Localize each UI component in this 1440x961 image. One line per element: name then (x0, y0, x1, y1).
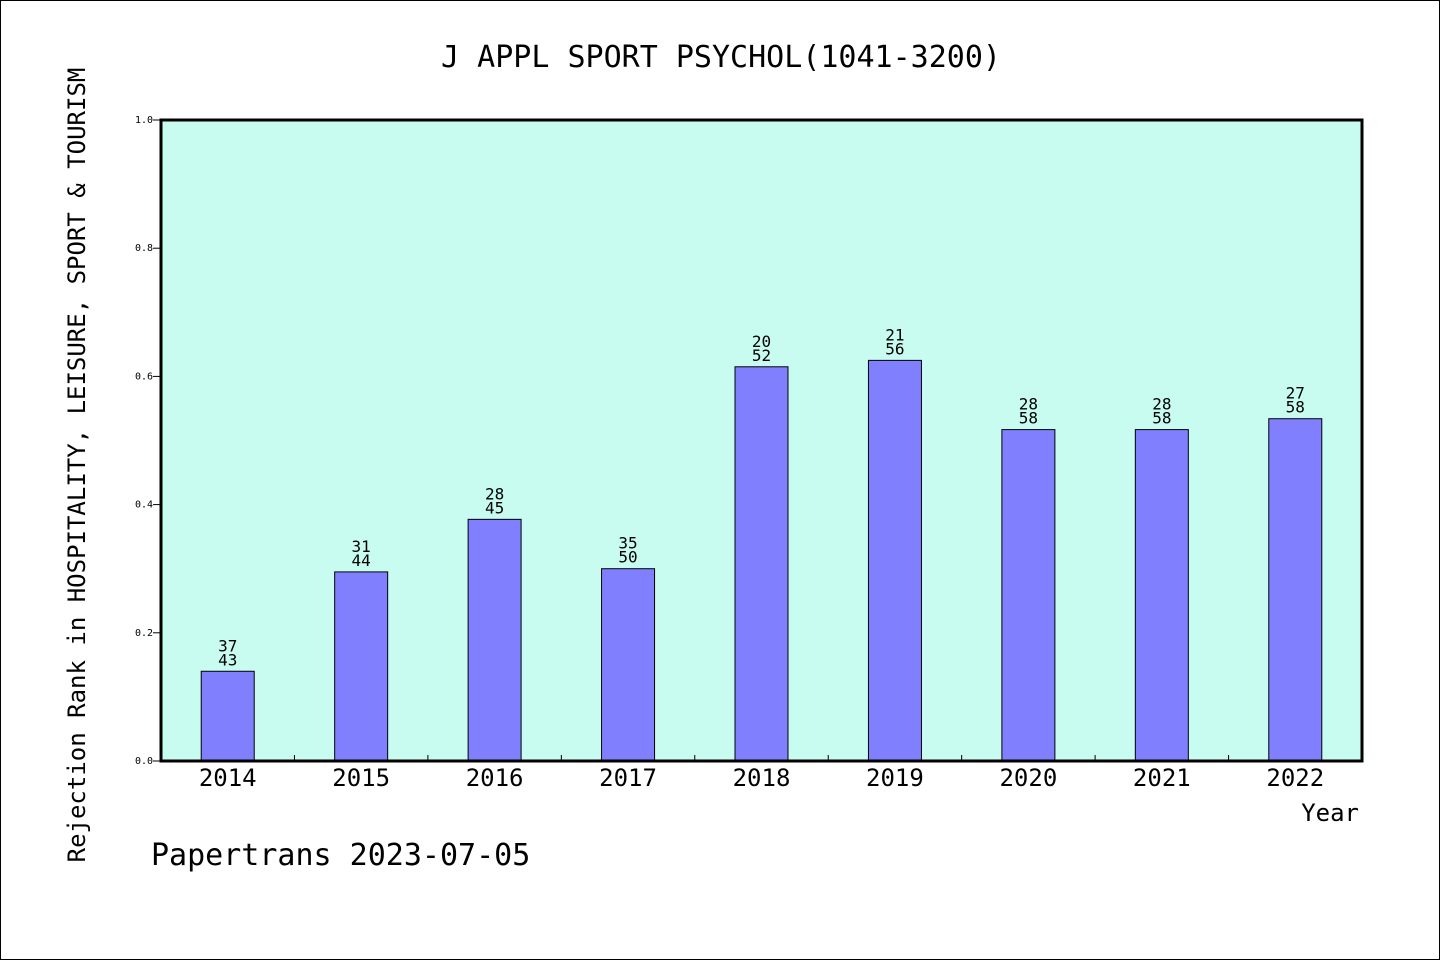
y-tick-label: 0.6 (135, 371, 153, 382)
plot-border (159, 118, 1364, 763)
bar-label-total: 58 (1019, 409, 1038, 428)
bar-label-rank: 37 (218, 636, 237, 655)
bar-label-rank: 28 (485, 484, 504, 503)
bar (200, 670, 255, 762)
y-tick-label: 0.4 (135, 500, 153, 511)
bar-label-rank: 31 (352, 537, 371, 556)
x-tick-label: 2022 (1266, 764, 1324, 792)
bar-label-rank: 28 (1152, 395, 1171, 414)
bar-label-total: 52 (752, 346, 771, 365)
x-tick-label: 2018 (733, 764, 791, 792)
chart-title: J APPL SPORT PSYCHOL(1041-3200) (441, 40, 1001, 75)
footer-watermark: Papertrans 2023-07-05 (151, 838, 530, 873)
bar-label-total: 44 (352, 551, 371, 570)
bar (1268, 418, 1323, 762)
bar (867, 359, 922, 762)
bar (1001, 429, 1056, 762)
y-tick-label: 0.8 (135, 243, 153, 254)
bar (1134, 429, 1189, 762)
y-axis-label: Rejection Rank in HOSPITALITY, LEISURE, … (63, 68, 91, 863)
bar-label-total: 56 (885, 339, 904, 358)
bar-label-rank: 27 (1286, 384, 1305, 403)
x-tick-label: 2019 (866, 764, 924, 792)
bar-label-rank: 28 (1019, 395, 1038, 414)
y-tick-label: 0.2 (135, 628, 153, 639)
bar (334, 571, 389, 762)
bar-label-rank: 21 (885, 325, 904, 344)
x-axis: 2014 2015 2016 2017 2018 2019 2020 2021 2022 (199, 755, 1324, 792)
bar-label-total: 45 (485, 498, 504, 517)
x-tick-label: 2014 (199, 764, 257, 792)
bar-label-total: 50 (618, 548, 637, 567)
bar-label-total: 43 (218, 650, 237, 669)
bar (467, 518, 522, 762)
bar (734, 366, 789, 762)
y-tick-label: 0.0 (135, 756, 153, 767)
bar-label-rank: 20 (752, 332, 771, 351)
bar-label-rank: 35 (618, 534, 637, 553)
y-tick-label: 1.0 (135, 115, 153, 126)
x-tick-label: 2020 (999, 764, 1057, 792)
bar-label-total: 58 (1152, 409, 1171, 428)
y-axis: 0.0 0.2 0.4 0.6 0.8 1.0 (135, 115, 161, 767)
bar-label-total: 58 (1286, 398, 1305, 417)
x-axis-label: Year (1301, 799, 1359, 827)
x-tick-label: 2021 (1133, 764, 1191, 792)
x-tick-label: 2017 (599, 764, 657, 792)
bar (601, 568, 656, 762)
x-tick-label: 2016 (466, 764, 524, 792)
x-tick-label: 2015 (332, 764, 390, 792)
